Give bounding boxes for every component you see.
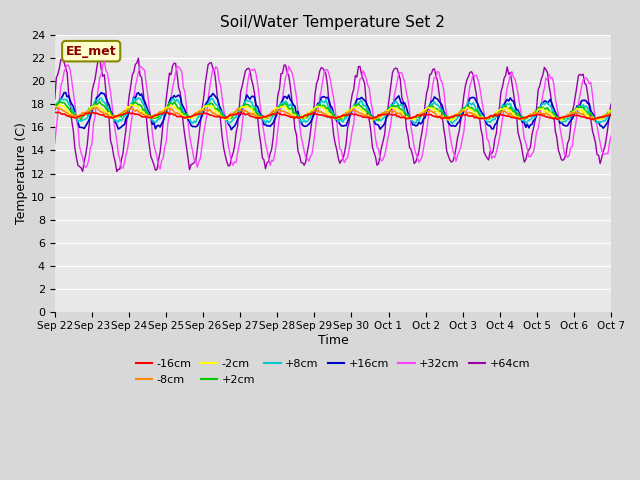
Y-axis label: Temperature (C): Temperature (C) [15, 122, 28, 225]
Legend: -16cm, -8cm, -2cm, +2cm, +8cm, +16cm, +32cm, +64cm: -16cm, -8cm, -2cm, +2cm, +8cm, +16cm, +3… [131, 355, 534, 389]
Text: EE_met: EE_met [66, 45, 116, 58]
Title: Soil/Water Temperature Set 2: Soil/Water Temperature Set 2 [220, 15, 445, 30]
X-axis label: Time: Time [317, 334, 348, 347]
